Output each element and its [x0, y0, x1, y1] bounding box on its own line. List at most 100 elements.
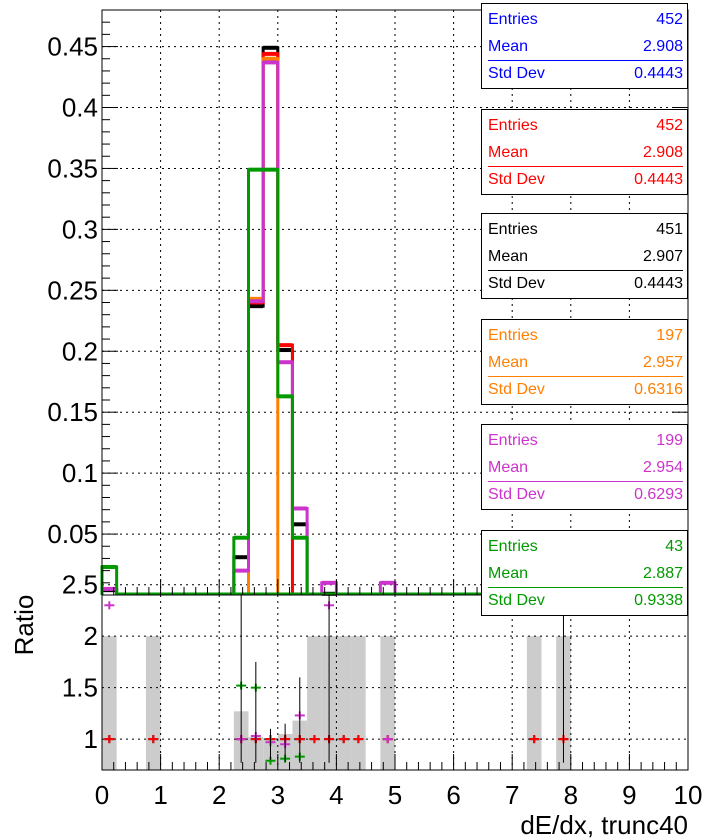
stat-value: 0.9338 [634, 592, 683, 609]
ratio-points [104, 595, 569, 765]
stat-label: Entries [488, 538, 538, 555]
stat-value: 2.908 [642, 38, 683, 55]
stat-row-std_dev: Std Dev 0.6293 [488, 481, 683, 508]
x-tick-label: 2 [212, 780, 226, 810]
stat-row-entries: Entries 451 [488, 217, 683, 243]
x-tick-label: 7 [505, 780, 519, 810]
y-tick-label: 0.15 [47, 397, 98, 427]
stat-row-std_dev: Std Dev 0.4443 [488, 166, 683, 193]
stat-label: Std Dev [488, 592, 545, 609]
y-tick-label: 1 [84, 724, 98, 754]
stat-row-mean: Mean 2.887 [488, 561, 683, 587]
uncertainty-band [526, 636, 542, 770]
stat-label: Std Dev [488, 275, 545, 292]
stat-value: 452 [656, 117, 683, 134]
stat-label: Std Dev [488, 486, 545, 503]
stat-row-std_dev: Std Dev 0.6316 [488, 376, 683, 403]
x-tick-label: 10 [674, 780, 702, 810]
x-tick-label: 8 [564, 780, 578, 810]
stat-label: Entries [488, 327, 538, 344]
x-axis-label: dE/dx, trunc40 [520, 810, 688, 839]
stat-value: 0.4443 [634, 275, 683, 292]
stat-label: Entries [488, 221, 538, 238]
x-tick-label: 9 [622, 780, 636, 810]
stat-value: 0.6316 [634, 381, 683, 398]
stat-row-mean: Mean 2.957 [488, 350, 683, 376]
histogram-series [100, 45, 688, 596]
uncertainty-band [145, 636, 161, 770]
y-tick-label: 0.2 [62, 336, 98, 366]
stat-value: 0.4443 [634, 171, 683, 188]
stat-value: 199 [656, 432, 683, 449]
x-tick-label: 4 [329, 780, 343, 810]
uncertainty-band [380, 636, 395, 770]
stat-value: 451 [656, 221, 683, 238]
stat-value: 0.4443 [634, 65, 683, 82]
y-tick-label: 2.5 [62, 570, 98, 600]
stat-row-entries: Entries 452 [488, 113, 683, 139]
y-tick-label: 0.25 [47, 275, 98, 305]
y-tick-label: 0.1 [62, 458, 98, 488]
histogram-outline [100, 46, 338, 596]
stat-row-std_dev: Std Dev 0.4443 [488, 270, 683, 297]
stat-value: 2.907 [642, 248, 683, 265]
stat-label: Entries [488, 432, 538, 449]
stat-value: 2.954 [642, 459, 683, 476]
stat-box: Entries 452 Mean 2.908 Std Dev 0.4443 [481, 3, 688, 89]
stat-row-entries: Entries 199 [488, 428, 683, 454]
stat-label: Mean [488, 354, 529, 371]
stat-box: Entries 43 Mean 2.887 Std Dev 0.9338 [481, 530, 688, 616]
x-tick-label: 1 [153, 780, 167, 810]
plot-frames [101, 9, 689, 771]
stat-row-entries: Entries 197 [488, 323, 683, 349]
x-tick-label: 0 [95, 780, 109, 810]
x-tick-label: 5 [388, 780, 402, 810]
stat-label: Std Dev [488, 171, 545, 188]
stat-label: Mean [488, 565, 529, 582]
stat-row-mean: Mean 2.954 [488, 455, 683, 481]
y-tick-label: 0.3 [62, 214, 98, 244]
stat-row-entries: Entries 452 [488, 7, 683, 33]
stat-label: Entries [488, 11, 538, 28]
y-tick-label: 0.05 [47, 519, 98, 549]
histogram-outline [247, 52, 294, 595]
stat-value: 197 [656, 327, 683, 344]
stat-box: Entries 197 Mean 2.957 Std Dev 0.6316 [481, 319, 688, 405]
stat-box: Entries 199 Mean 2.954 Std Dev 0.6293 [481, 424, 688, 510]
stat-label: Std Dev [488, 65, 545, 82]
stat-row-mean: Mean 2.908 [488, 140, 683, 166]
stat-value: 2.887 [642, 565, 683, 582]
stat-label: Mean [488, 144, 529, 161]
uncertainty-band [307, 636, 322, 770]
stat-value: 452 [656, 11, 683, 28]
stat-label: Mean [488, 38, 529, 55]
y-tick-label: 0.35 [47, 153, 98, 183]
x-tick-label: 3 [271, 780, 285, 810]
stat-row-std_dev: Std Dev 0.9338 [488, 587, 683, 614]
uncertainty-band [351, 636, 366, 770]
stat-value: 0.6293 [634, 486, 683, 503]
stat-value: 2.957 [642, 354, 683, 371]
stat-label: Mean [488, 248, 529, 265]
y-axis-label: Ratio [9, 595, 39, 656]
stat-label: Entries [488, 117, 538, 134]
stat-value: 2.908 [642, 144, 683, 161]
stat-row-std_dev: Std Dev 0.4443 [488, 60, 683, 87]
stat-row-mean: Mean 2.907 [488, 244, 683, 270]
y-tick-label: 1.5 [62, 673, 98, 703]
y-tick-label: 0.45 [47, 32, 98, 62]
stat-box: Entries 452 Mean 2.908 Std Dev 0.4443 [481, 109, 688, 195]
stat-box: Entries 451 Mean 2.907 Std Dev 0.4443 [481, 213, 688, 299]
stat-label: Mean [488, 459, 529, 476]
stat-label: Std Dev [488, 381, 545, 398]
grid-lines [102, 10, 688, 770]
x-tick-label: 6 [446, 780, 460, 810]
uncertainty-band [336, 636, 352, 770]
uncertainty-band [102, 636, 117, 770]
tick-labels: 0.05 0.1 0.15 0.2 0.25 0.3 0.35 0.4 0.45 1 1.5 2 2.5… [47, 32, 702, 810]
y-tick-label: 0.4 [62, 93, 98, 123]
stat-value: 43 [665, 538, 683, 555]
y-tick-label: 2 [84, 621, 98, 651]
stat-row-mean: Mean 2.908 [488, 34, 683, 60]
